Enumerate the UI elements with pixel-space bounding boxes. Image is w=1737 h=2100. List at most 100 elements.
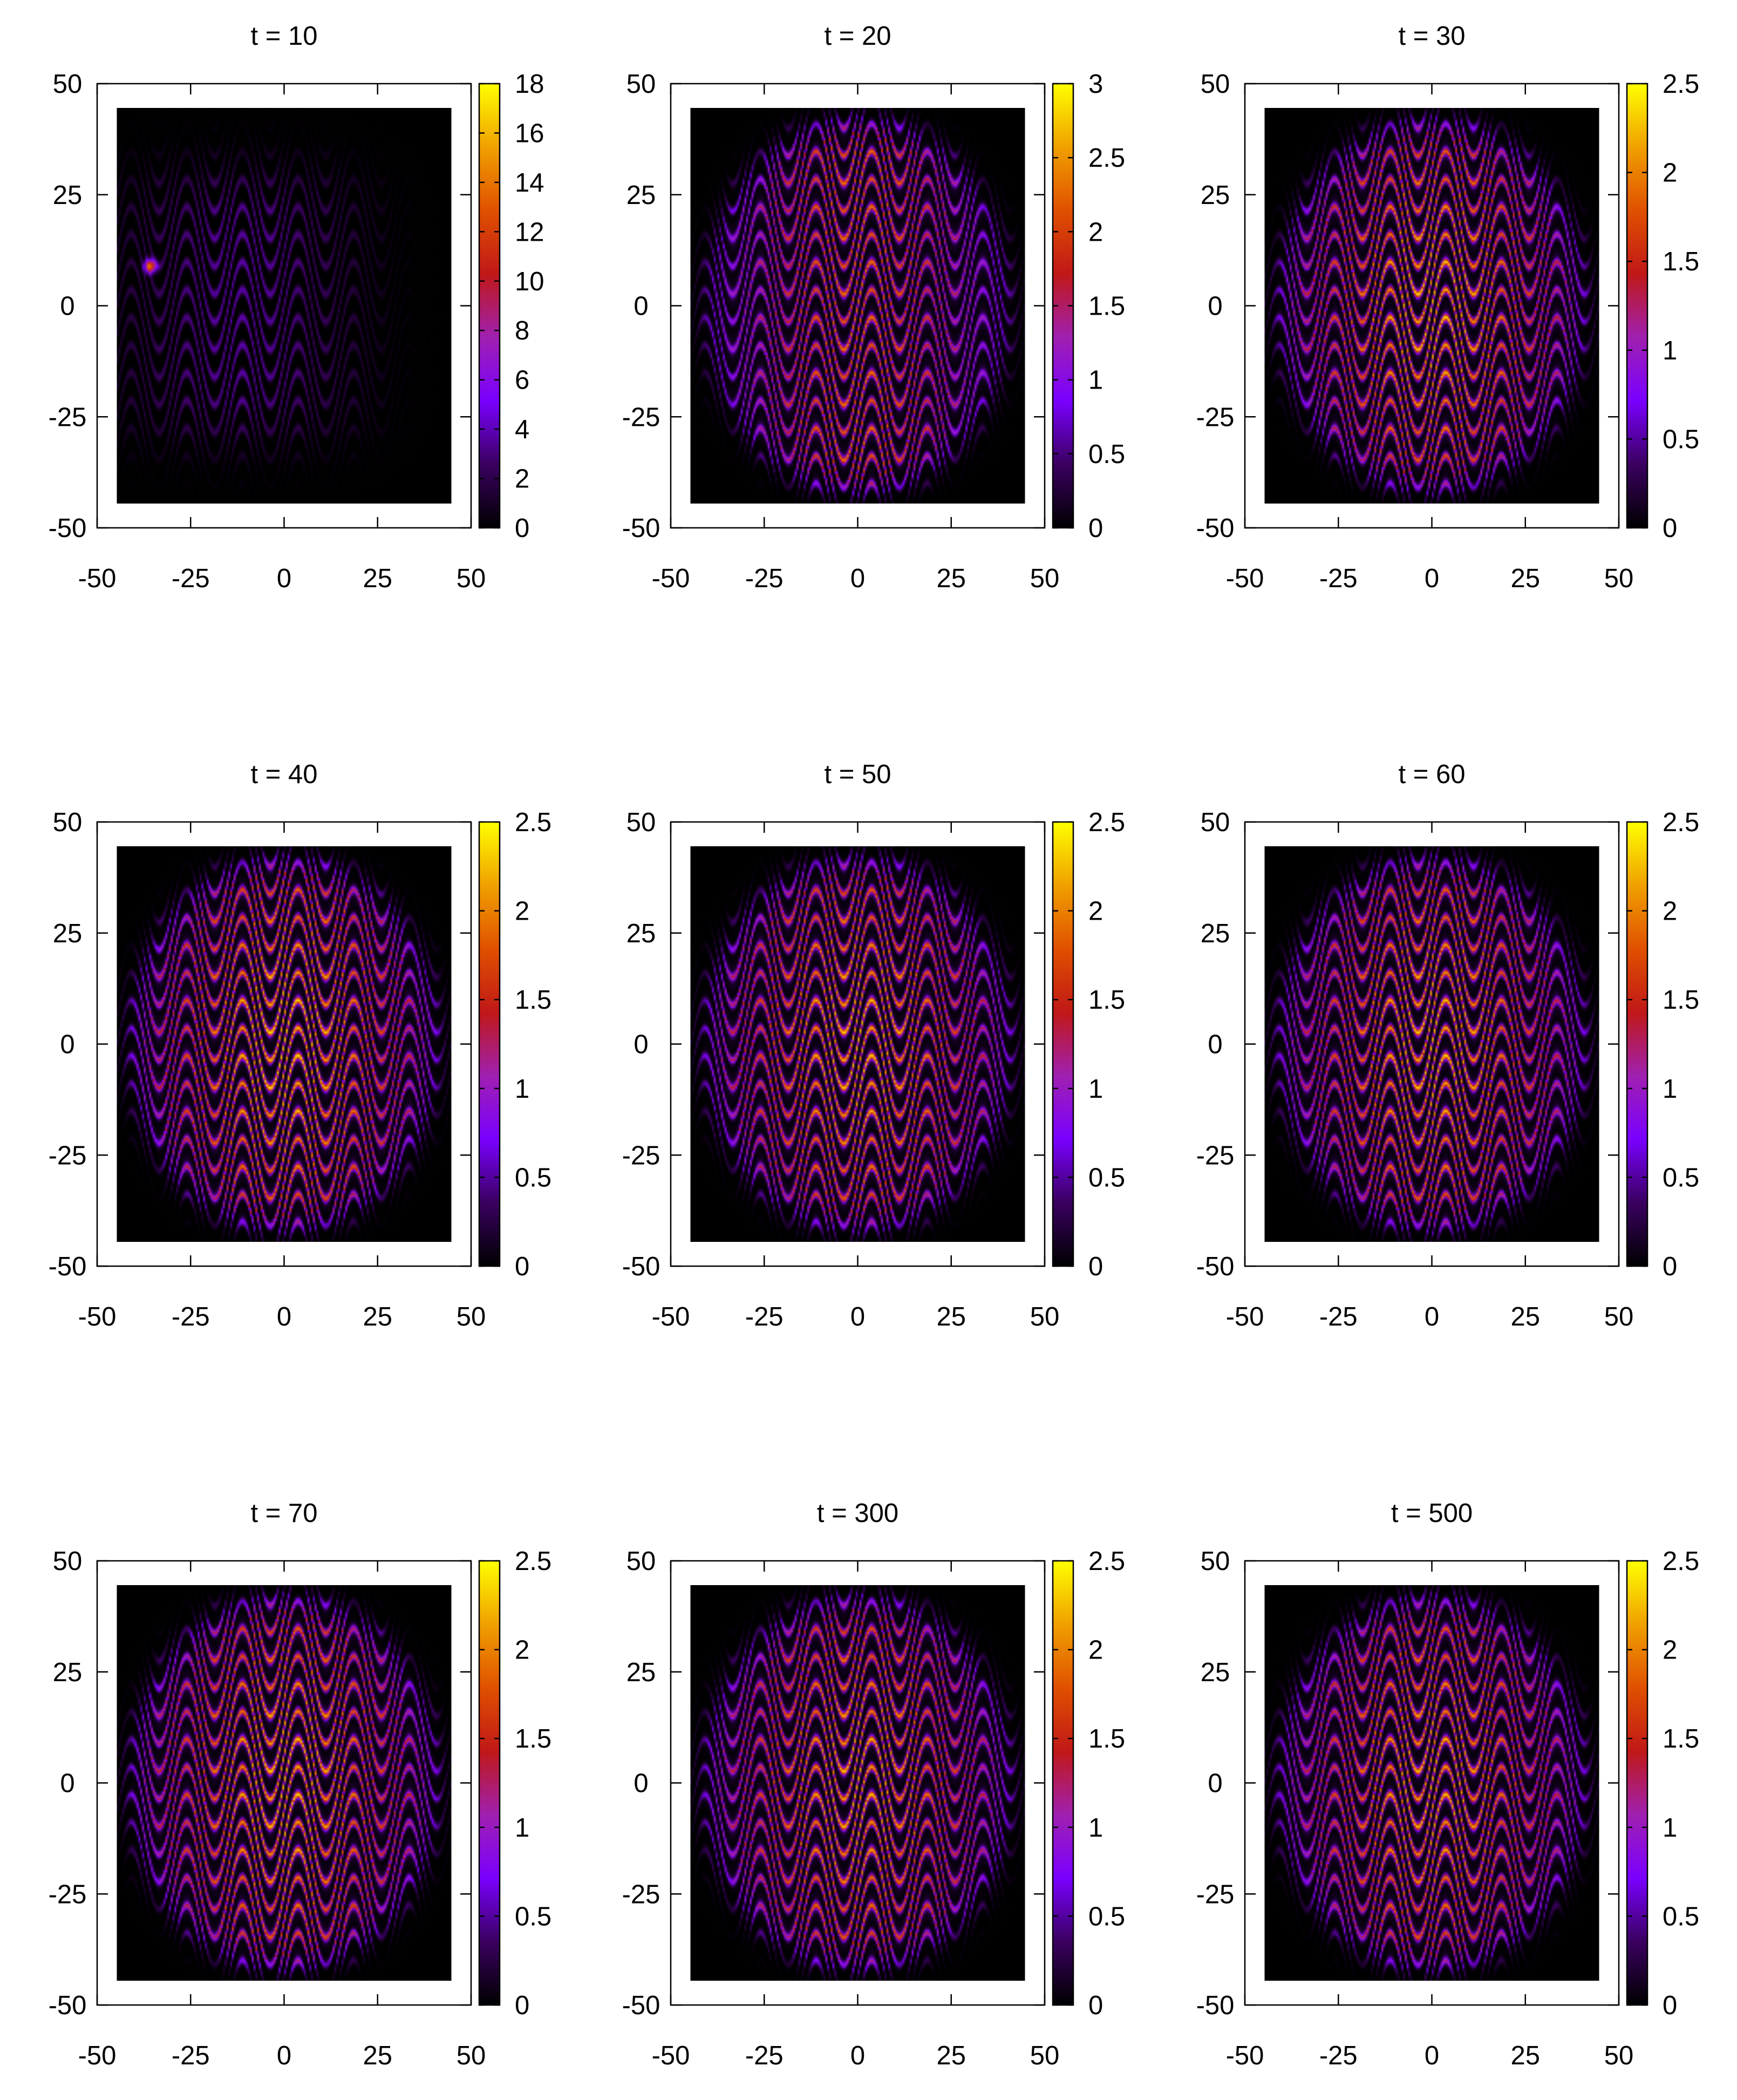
y-tick-label: 50 [1201,808,1230,837]
y-tick-label: -50 [1196,514,1235,543]
x-tick-label: 0 [1425,1302,1439,1331]
y-tick-label: -50 [49,514,87,543]
colorbar-tick-label: 1.5 [1088,292,1125,321]
panel-title: t = 40 [251,760,318,789]
x-tick-label: 25 [1510,564,1540,593]
panel-title: t = 30 [1399,22,1466,51]
colorbar-tick-label: 2.5 [1088,1547,1125,1576]
colorbar-tick-label: 0 [1088,514,1103,543]
colorbar-tick-label: 1 [1088,366,1103,395]
colorbar-tick-label: 10 [515,267,544,296]
colorbar-tick-label: 2 [1663,1636,1677,1665]
y-tick-label: -50 [622,1252,660,1281]
y-tick-label: -25 [622,1141,660,1170]
colorbar-tick-label: 0 [1663,1991,1677,2020]
colorbar-tick-label: 4 [515,415,529,444]
colorbar-tick-label: 1.5 [1663,986,1699,1015]
x-tick-label: 50 [1604,1302,1634,1331]
colorbar-tick-label: 1 [1088,1075,1103,1104]
panel-9: t = 500 -50 -25 0 25 50 50 25 0 -25 -50 0 0.5 1 1.5 2 2.… [1196,1499,1700,2070]
colorbar-tick-label: 2 [1663,897,1677,926]
y-tick-label: 25 [626,1658,656,1687]
panel-title: t = 60 [1399,760,1466,789]
panel-title: t = 70 [251,1499,318,1528]
panel-4: t = 40 -50 -25 0 25 50 50 25 0 -25 -50 0 0.5 1 1.5 2 2.5 [49,760,552,1331]
y-tick-label: 25 [626,919,656,948]
heatmap-image [690,108,1025,504]
colorbar-tick-label: 0.5 [515,1902,551,1931]
colorbar-tick-label: 0 [1663,1252,1677,1281]
x-tick-label: 50 [457,564,486,593]
y-tick-label: 25 [53,1658,83,1687]
x-tick-label: 25 [363,564,392,593]
colorbar-tick-label: 2 [515,897,529,926]
y-tick-label: 0 [634,1769,648,1798]
colorbar [1627,822,1647,1266]
x-tick-label: -50 [78,2041,117,2070]
y-tick-label: 25 [53,919,83,948]
colorbar [479,1561,500,2005]
y-tick-label: 0 [634,292,648,321]
colorbar-tick-label: 2.5 [1088,144,1125,173]
colorbar-tick-label: 0.5 [1088,1163,1125,1192]
x-tick-label: 50 [1030,564,1060,593]
x-tick-label: 50 [457,1302,486,1331]
colorbar-frame [478,83,501,529]
colorbar [479,822,500,1266]
colorbar-tick-label: 2 [1088,897,1103,926]
colorbar-tick-label: 18 [515,70,544,99]
panel-title: t = 10 [251,22,318,51]
x-tick-label: -25 [745,564,784,593]
y-tick-label: -25 [1196,403,1235,432]
heatmap-image [690,846,1025,1242]
x-tick-label: 50 [1030,2041,1060,2070]
y-tick-label: -25 [49,1141,87,1170]
colorbar-tick-label: 3 [1088,70,1103,99]
x-tick-label: -25 [172,564,210,593]
x-tick-label: 0 [1425,2041,1439,2070]
colorbar-frame [1626,1560,1649,2006]
heatmap-image [117,846,452,1242]
panel-title: t = 20 [825,22,891,51]
colorbar-tick-label: 0.5 [1088,1902,1125,1931]
x-tick-label: 50 [1030,1302,1060,1331]
y-tick-label: -50 [622,514,660,543]
y-tick-label: -25 [622,403,660,432]
y-tick-label: 0 [60,1030,74,1059]
y-tick-label: -25 [49,403,87,432]
y-tick-label: 0 [60,1769,74,1798]
colorbar-tick-label: 2.5 [1663,1547,1699,1576]
colorbar-tick-label: 0.5 [1663,1163,1699,1192]
colorbar-tick-label: 1.5 [1663,1724,1699,1754]
colorbar-frame [478,821,501,1267]
y-tick-label: -50 [1196,1991,1235,2020]
y-tick-label: 0 [1208,1769,1222,1798]
x-tick-label: -25 [745,1302,784,1331]
x-tick-label: 25 [936,1302,966,1331]
colorbar-tick-label: 1.5 [1663,247,1699,276]
x-tick-label: -25 [172,1302,210,1331]
y-tick-label: -25 [1196,1880,1235,1909]
y-tick-label: 0 [634,1030,648,1059]
x-tick-label: -25 [172,2041,210,2070]
y-tick-label: 25 [1201,181,1230,210]
colorbar [479,84,500,528]
colorbar-tick-label: 12 [515,218,544,247]
y-tick-label: -25 [49,1880,87,1909]
colorbar-tick-label: 1 [1663,1813,1677,1843]
y-tick-label: -50 [1196,1252,1235,1281]
colorbar-tick-label: 14 [515,168,544,198]
colorbar-tick-label: 1 [1663,1075,1677,1104]
x-tick-label: -50 [1226,2041,1264,2070]
panel-1: t = 10 -50 -25 0 25 50 50 25 0 -25 -50 0 2 4 6 8 10 12 14 1… [49,22,544,593]
colorbar-tick-label: 2.5 [515,808,551,837]
colorbar-frame [1626,83,1649,529]
x-tick-label: -50 [1226,564,1264,593]
panel-title: t = 300 [817,1499,898,1528]
panel-title: t = 50 [825,760,891,789]
y-tick-label: 50 [1201,70,1230,99]
colorbar [1053,822,1073,1266]
x-tick-label: 25 [1510,2041,1540,2070]
